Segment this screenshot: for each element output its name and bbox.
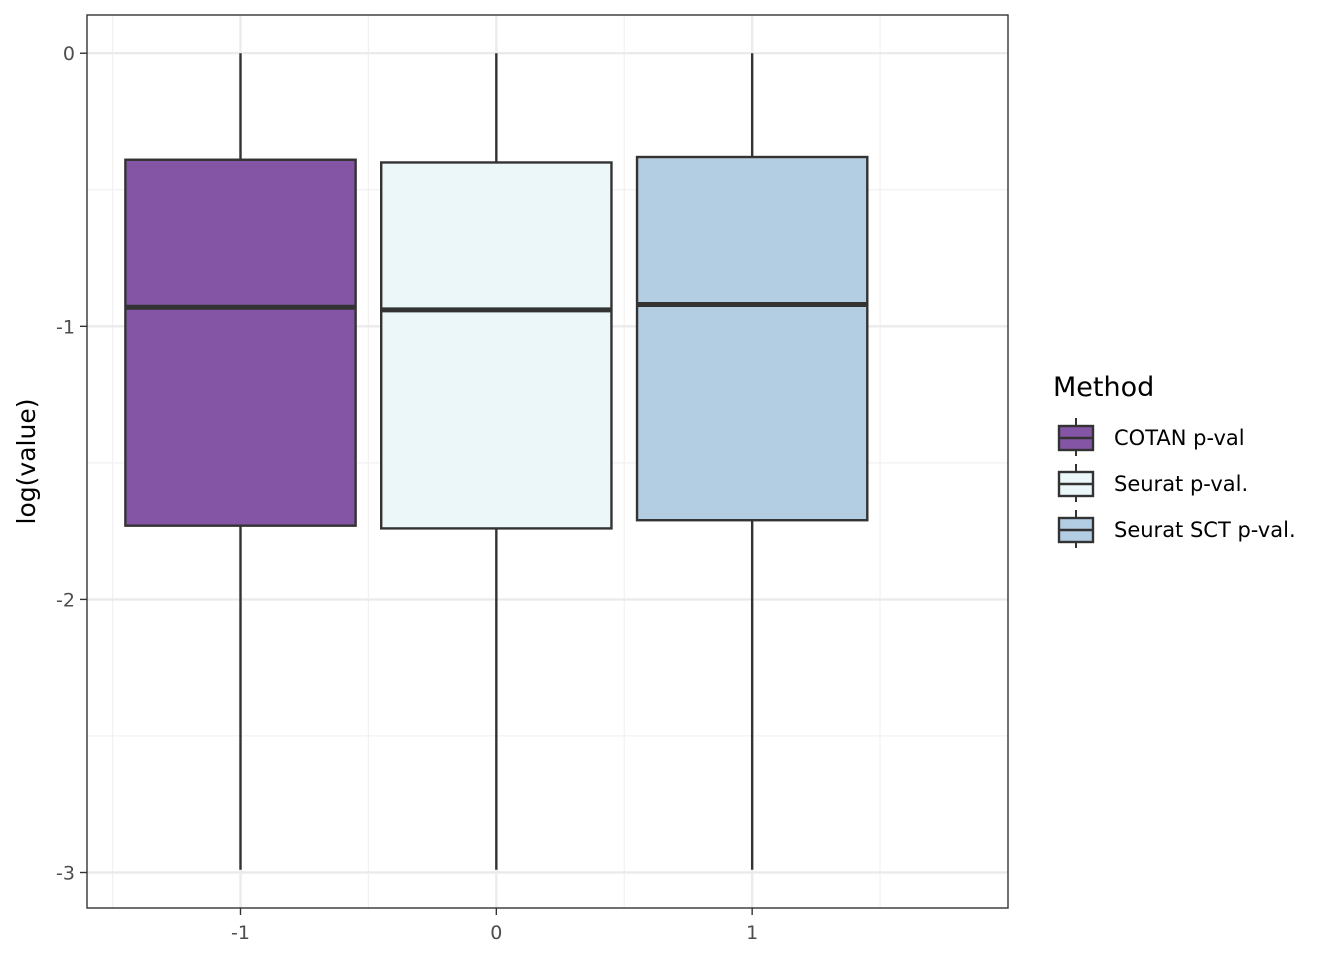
x-axis: -1 0 1 [231,908,758,944]
legend-title: Method [1053,372,1154,403]
legend-label: Seurat SCT p-val. [1114,518,1296,542]
legend-label: COTAN p-val [1114,426,1245,450]
legend-item: Seurat p-val. [1057,464,1248,502]
y-axis-title: log(value) [12,399,41,525]
box-1 [380,53,613,870]
box-body [635,155,869,522]
x-tick-label: 0 [490,922,502,944]
box-0 [124,53,357,870]
y-tick-label: 0 [63,43,75,65]
x-tick-label: 1 [746,922,758,944]
legend-item: COTAN p-val [1057,418,1245,456]
box-body [380,161,613,530]
y-axis: 0 -1 -2 -3 [56,43,87,884]
legend-item: Seurat SCT p-val. [1057,510,1296,548]
box-body [124,158,357,527]
y-tick-label: -2 [56,589,75,611]
plot-border [86,14,1009,909]
legend-label: Seurat p-val. [1114,472,1248,496]
box-series [124,53,869,870]
y-tick-label: -1 [56,316,75,338]
legend: Method COTAN p-val Seurat p-val. Seurat SC… [1053,372,1296,548]
box-2 [635,53,869,870]
y-tick-label: -3 [56,862,75,884]
x-tick-label: -1 [231,922,250,944]
